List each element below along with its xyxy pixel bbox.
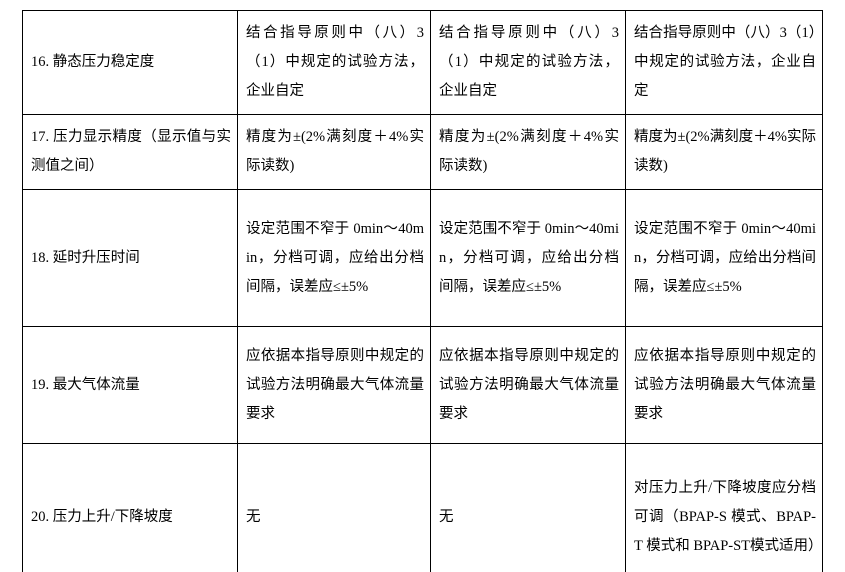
row-title: 压力显示精度（显示值与实测值之间）: [31, 129, 231, 174]
row-number: 17.: [31, 129, 49, 145]
cell: 应依据本指导原则中规定的试验方法明确最大气体流量要求: [626, 327, 823, 444]
cell: 精度为±(2%满刻度＋4%实际读数): [431, 115, 626, 190]
row-number: 19.: [31, 377, 49, 393]
row-label: 19. 最大气体流量: [23, 327, 238, 444]
table-row: 16. 静态压力稳定度 结合指导原则中（八）3（1）中规定的试验方法，企业自定 …: [23, 11, 823, 115]
cell: 对压力上升/下降坡度应分档可调（BPAP-S 模式、BPAP-T 模式和 BPA…: [626, 444, 823, 572]
row-label: 16. 静态压力稳定度: [23, 11, 238, 115]
row-title: 压力上升/下降坡度: [53, 509, 173, 525]
cell: 设定范围不窄于 0min～40min，分档可调，应给出分档间隔，误差应≤±5%: [431, 190, 626, 327]
row-label: 18. 延时升压时间: [23, 190, 238, 327]
row-title: 延时升压时间: [53, 250, 140, 266]
row-number: 20.: [31, 509, 49, 525]
table-row: 19. 最大气体流量 应依据本指导原则中规定的试验方法明确最大气体流量要求 应依…: [23, 327, 823, 444]
cell: 结合指导原则中（八）3（1）中规定的试验方法，企业自定: [238, 11, 431, 115]
table-row: 20. 压力上升/下降坡度 无 无 对压力上升/下降坡度应分档可调（BPAP-S…: [23, 444, 823, 572]
row-label: 17. 压力显示精度（显示值与实测值之间）: [23, 115, 238, 190]
table-row: 18. 延时升压时间 设定范围不窄于 0min～40min，分档可调，应给出分档…: [23, 190, 823, 327]
cell: 设定范围不窄于 0min～40min，分档可调，应给出分档间隔，误差应≤±5%: [626, 190, 823, 327]
cell: 精度为±(2%满刻度＋4%实际读数): [626, 115, 823, 190]
cell: 结合指导原则中（八）3（1）中规定的试验方法，企业自定: [431, 11, 626, 115]
cell: 结合指导原则中（八）3（1）中规定的试验方法，企业自定: [626, 11, 823, 115]
spec-table: 16. 静态压力稳定度 结合指导原则中（八）3（1）中规定的试验方法，企业自定 …: [22, 10, 823, 572]
cell: 无: [238, 444, 431, 572]
cell: 精度为±(2%满刻度＋4%实际读数): [238, 115, 431, 190]
row-number: 18.: [31, 250, 49, 266]
table-row: 17. 压力显示精度（显示值与实测值之间） 精度为±(2%满刻度＋4%实际读数)…: [23, 115, 823, 190]
row-title: 最大气体流量: [53, 377, 140, 393]
cell: 设定范围不窄于 0min～40min，分档可调，应给出分档间隔，误差应≤±5%: [238, 190, 431, 327]
row-title: 静态压力稳定度: [53, 54, 155, 70]
row-label: 20. 压力上升/下降坡度: [23, 444, 238, 572]
cell: 应依据本指导原则中规定的试验方法明确最大气体流量要求: [431, 327, 626, 444]
row-number: 16.: [31, 54, 49, 70]
cell: 应依据本指导原则中规定的试验方法明确最大气体流量要求: [238, 327, 431, 444]
cell: 无: [431, 444, 626, 572]
